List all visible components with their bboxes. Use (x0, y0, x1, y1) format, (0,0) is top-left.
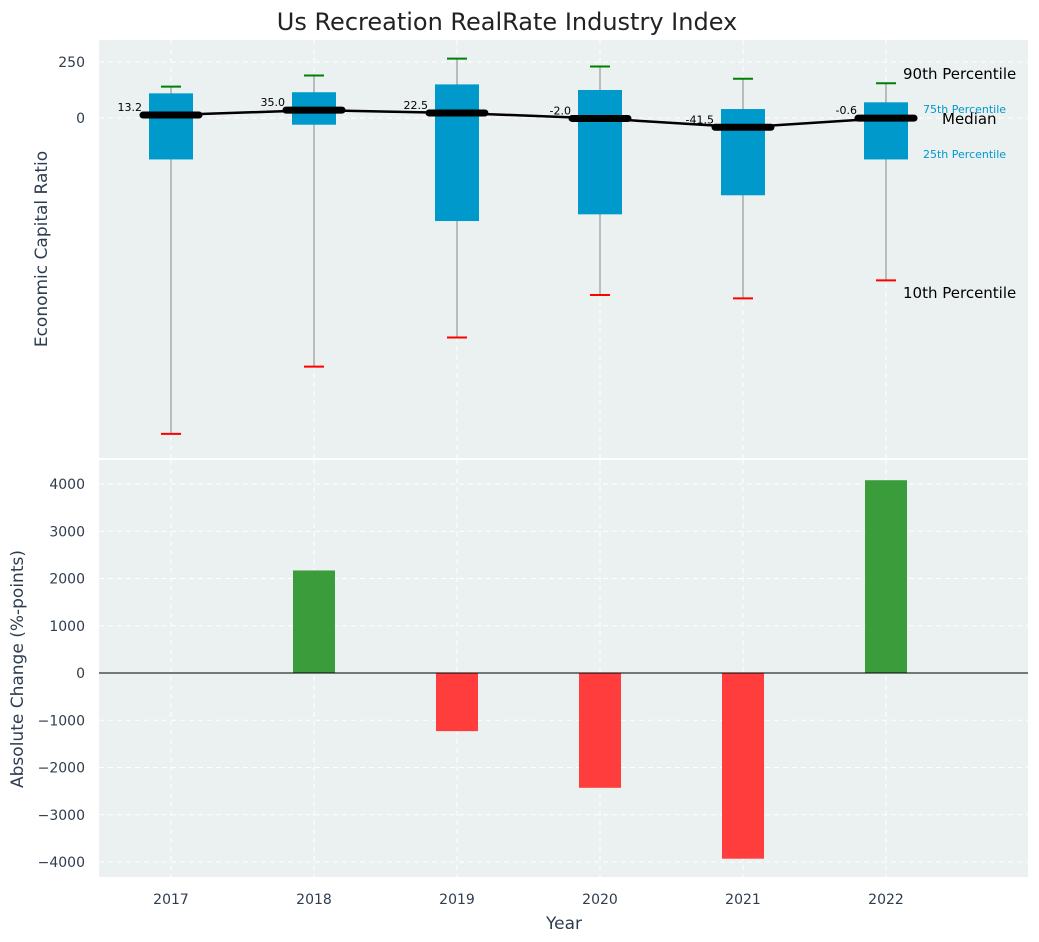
top-y-tick-label: 0 (76, 111, 85, 127)
bottom-y-tick-label: −3000 (38, 808, 85, 824)
change-bar-2021 (722, 673, 764, 859)
annotation-p75: 75th Percentile (923, 103, 1006, 116)
annotation-p25: 25th Percentile (923, 148, 1006, 161)
top-y-tick-label: 250 (58, 55, 85, 71)
bottom-y-tick-label: −4000 (38, 855, 85, 871)
change-bar-2022 (865, 480, 907, 673)
bottom-y-ticks: −4000 −3000 −2000 −1000 0 1000 2000 3000 4000 (38, 477, 85, 871)
median-label-2019: 22.5 (404, 99, 429, 112)
x-tick-label-2019: 2019 (439, 892, 475, 908)
bottom-y-tick-label: 4000 (49, 477, 85, 493)
change-bar-2019 (436, 673, 478, 732)
bottom-y-tick-label: 2000 (49, 572, 85, 588)
bottom-y-tick-label: −1000 (38, 713, 85, 729)
median-label-2022: -0.6 (836, 104, 857, 117)
annotation-median: Median (942, 110, 997, 128)
median-label-2020: -2.0 (550, 104, 571, 117)
bottom-y-tick-label: −2000 (38, 761, 85, 777)
x-ticks: 2017 2018 2019 2020 2021 2022 (153, 892, 904, 908)
x-tick-label-2021: 2021 (725, 892, 761, 908)
bottom-y-axis-label: Absolute Change (%-points) (8, 550, 28, 788)
median-label-2018: 35.0 (261, 96, 286, 109)
bottom-marks (99, 480, 1028, 859)
x-tick-label-2022: 2022 (868, 892, 904, 908)
median-label-2017: 13.2 (118, 101, 143, 114)
bottom-y-tick-label: 3000 (49, 524, 85, 540)
box-2020 (578, 90, 622, 215)
box-2017 (149, 93, 193, 160)
box-2019 (435, 84, 479, 222)
change-bar-2018 (293, 570, 335, 673)
annotation-p90: 90th Percentile (903, 65, 1016, 83)
box-2021 (721, 109, 765, 196)
top-y-axis-label: Economic Capital Ratio (32, 151, 52, 347)
box-2022 (864, 102, 908, 160)
x-axis-label: Year (545, 914, 582, 934)
x-tick-label-2020: 2020 (582, 892, 618, 908)
chart-title: Us Recreation RealRate Industry Index (277, 8, 738, 36)
change-bar-2020 (579, 673, 621, 788)
top-marks: 13.2 35.0 22.5 -2.0-41.5-0.6 (118, 57, 918, 435)
bottom-y-tick-label: 0 (76, 666, 85, 682)
x-tick-label-2017: 2017 (153, 892, 189, 908)
x-tick-label-2018: 2018 (296, 892, 332, 908)
top-y-ticks: 0 250 (58, 55, 85, 127)
annotation-p10: 10th Percentile (903, 284, 1016, 302)
bottom-y-tick-label: 1000 (49, 619, 85, 635)
